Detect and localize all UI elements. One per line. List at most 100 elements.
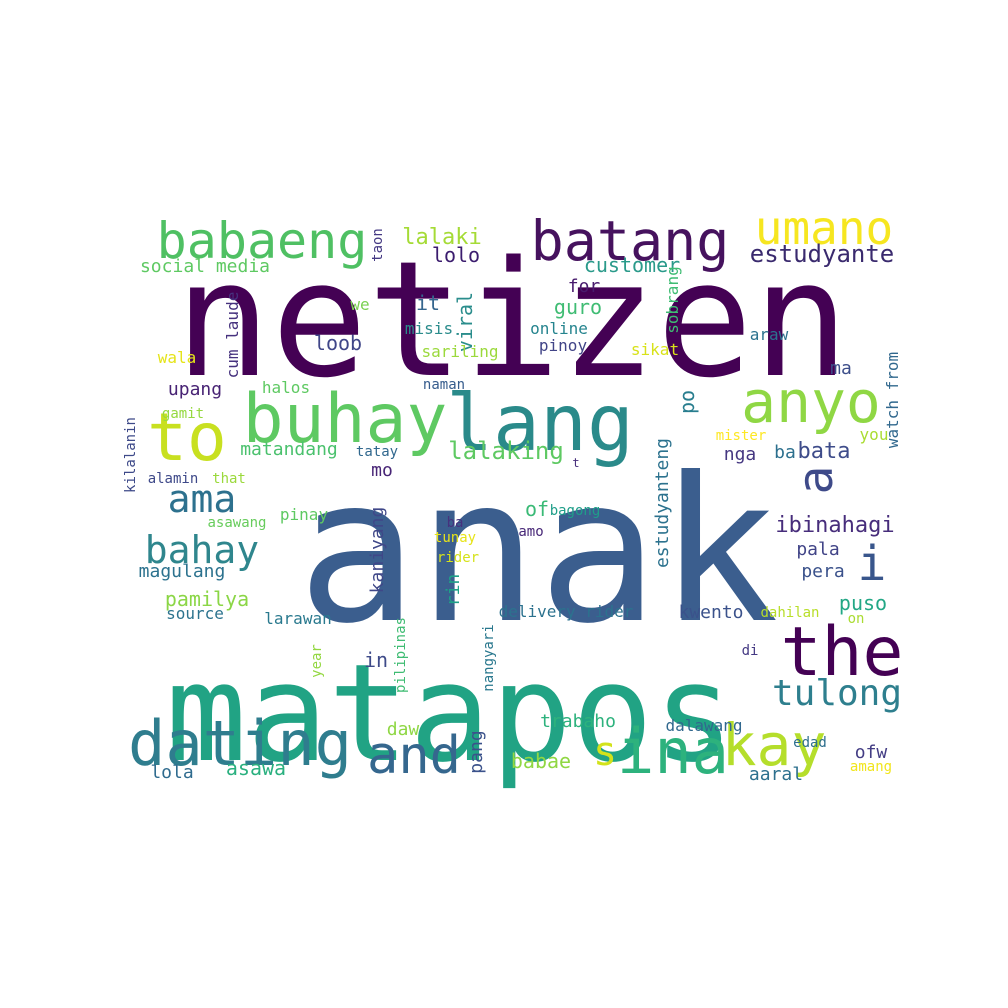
word-tunay: tunay	[434, 530, 476, 546]
word-buhay: buhay	[243, 380, 448, 459]
word-pinay: pinay	[280, 505, 329, 524]
word-alamin: alamin	[148, 471, 199, 487]
word-on: on	[848, 611, 865, 627]
word-sobrang: sobrang	[663, 266, 682, 333]
word-ina: ina	[617, 715, 729, 788]
word-umano: umano	[755, 201, 893, 255]
word-ibinahagi: ibinahagi	[775, 513, 894, 538]
word-kay: kay	[722, 711, 827, 779]
word-ama: ama	[168, 477, 237, 521]
word-tulong: tulong	[772, 673, 902, 714]
word-watch-from: watch from	[883, 352, 902, 448]
word-puso: puso	[839, 591, 887, 615]
word-amang: amang	[850, 759, 892, 775]
word-pera: pera	[801, 561, 844, 582]
word-rider: rider	[437, 550, 479, 566]
word-ma: ma	[830, 358, 852, 379]
word-lolo: lolo	[432, 243, 480, 267]
word-pang: pang	[466, 730, 487, 773]
word-po: po	[675, 390, 699, 414]
word-guro: guro	[554, 295, 602, 319]
word-tatay: tatay	[356, 444, 398, 460]
word-naman: naman	[423, 377, 465, 393]
word-estudyanteng: estudyanteng	[652, 438, 673, 568]
word-viral: viral	[453, 292, 477, 352]
word-bahay: bahay	[145, 528, 259, 572]
word-gamit: gamit	[162, 406, 204, 422]
word-aaral: aaral	[749, 764, 803, 785]
word-taon: taon	[370, 228, 386, 262]
word-it: it	[416, 291, 440, 315]
word-to: to	[147, 399, 226, 476]
word-bagong: bagong	[550, 503, 601, 519]
word-anyo: anyo	[741, 368, 881, 436]
word-asawa: asawa	[226, 756, 286, 780]
word-social-media: social media	[140, 256, 270, 277]
word-sariling: sariling	[421, 342, 498, 361]
word-wala: wala	[158, 348, 197, 367]
word-matandang: matandang	[240, 439, 338, 460]
word-cum-laude: cum laude	[223, 292, 242, 379]
word-amo: amo	[518, 524, 543, 540]
word-araw: araw	[750, 325, 789, 344]
word-rin: rin	[443, 574, 464, 607]
word-kaniyang: kaniyang	[367, 507, 388, 594]
word-anak: anak	[297, 435, 779, 668]
word-magulang: magulang	[139, 561, 226, 582]
word-pala: pala	[796, 539, 839, 560]
word-nga: nga	[724, 444, 757, 465]
word-pinoy: pinoy	[539, 336, 588, 355]
word-ba: ba	[774, 442, 796, 463]
word-lalaki: lalaki	[402, 225, 481, 250]
word-sikat: sikat	[631, 340, 679, 359]
word-lola: lola	[150, 762, 193, 783]
word-babae: babae	[511, 749, 571, 773]
word-misis: misis	[405, 319, 453, 338]
word-a: a	[788, 466, 844, 495]
word-loob: loob	[314, 331, 362, 355]
word-kwento: kwento	[678, 602, 743, 623]
word-s: s	[593, 729, 617, 775]
word-and: and	[367, 726, 461, 786]
word-mister: mister	[716, 428, 767, 444]
word-trabaho: trabaho	[540, 711, 616, 732]
word-daw: daw	[387, 719, 420, 740]
word-di: di	[742, 643, 759, 659]
word-t: t	[572, 456, 579, 470]
word-dahilan: dahilan	[760, 605, 819, 621]
word-ba: ba	[447, 515, 464, 531]
word-estudyante: estudyante	[750, 240, 895, 268]
word-netizen: netizen	[175, 226, 849, 413]
word-year: year	[309, 644, 325, 678]
word-ofw: ofw	[855, 742, 888, 763]
word-dalawang: dalawang	[665, 716, 742, 735]
word-dating: dating	[128, 707, 352, 780]
word-babaeng: babaeng	[157, 212, 368, 270]
word-source: source	[166, 604, 224, 623]
word-for: for	[568, 276, 601, 297]
word-delivery-rider: delivery rider	[499, 602, 634, 621]
word-mo: mo	[371, 460, 393, 481]
word-of: of	[525, 497, 549, 521]
word-nangyari: nangyari	[481, 624, 497, 691]
word-lalaking: lalaking	[448, 437, 564, 465]
word-pamilya: pamilya	[165, 587, 249, 611]
word-larawan: larawan	[264, 609, 331, 628]
word-batang: batang	[531, 209, 730, 273]
word-i: i	[858, 536, 887, 592]
word-the: the	[781, 613, 904, 692]
word-bata: bata	[798, 439, 851, 464]
word-edad: edad	[793, 735, 827, 751]
word-customer: customer	[584, 253, 680, 277]
word-asawang: asawang	[207, 515, 266, 531]
word-in: in	[364, 648, 388, 672]
word-we: we	[350, 295, 369, 314]
word-pilipinas: pilipinas	[393, 617, 409, 693]
word-upang: upang	[168, 379, 222, 400]
word-you: you	[860, 425, 889, 444]
word-lang: lang	[446, 379, 634, 469]
word-online: online	[530, 319, 588, 338]
word-kilalanin: kilalanin	[123, 417, 139, 493]
word-halos: halos	[262, 378, 310, 397]
